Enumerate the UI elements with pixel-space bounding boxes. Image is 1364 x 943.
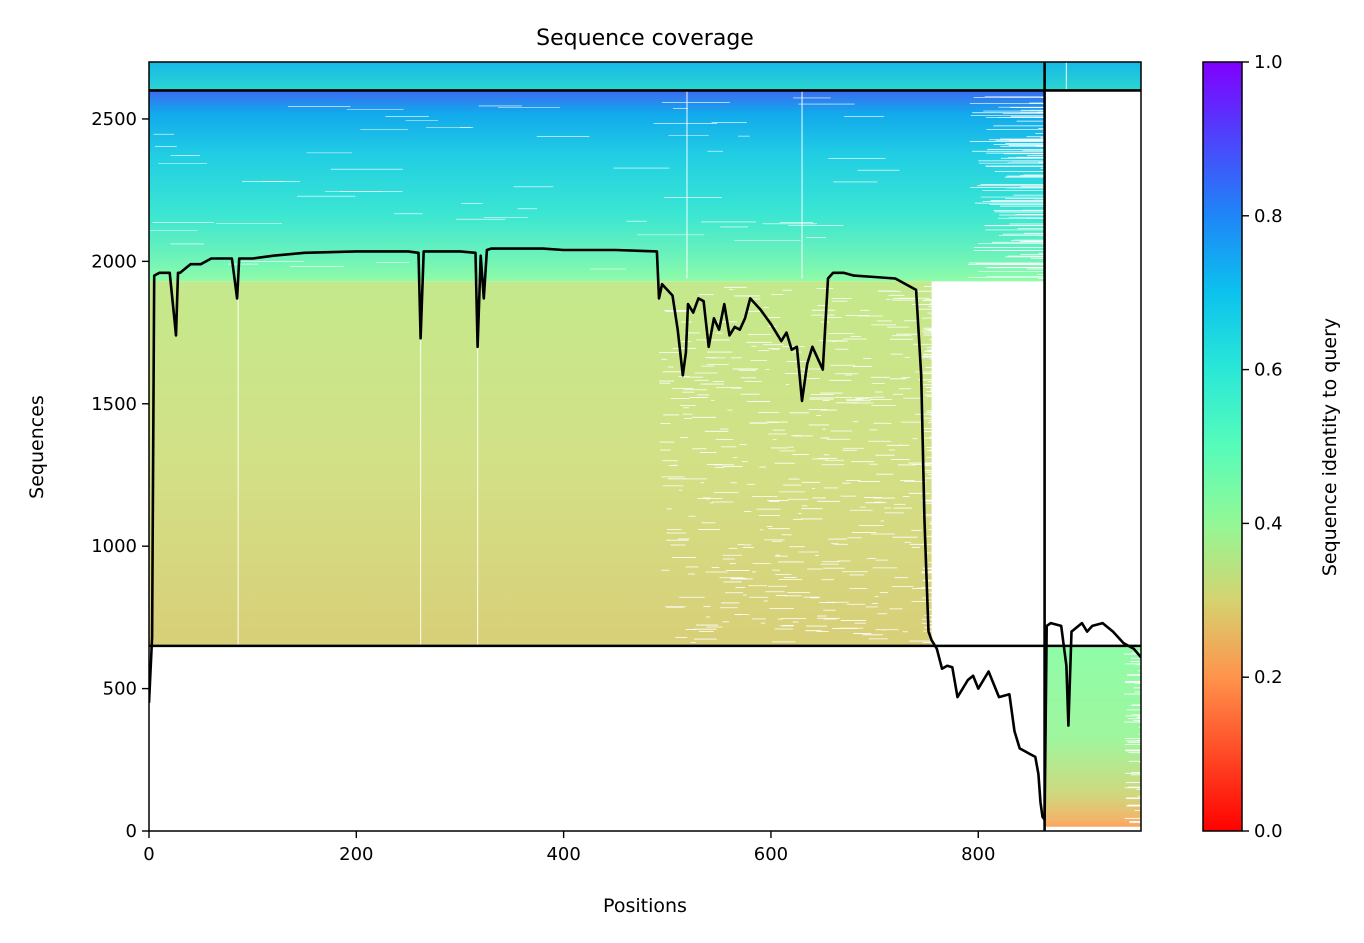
x-tick-label: 400 xyxy=(546,844,580,865)
alignment-gaps xyxy=(149,62,1141,831)
x-axis-ticks: 0 200 400 600 800 xyxy=(143,831,995,865)
colorbar-label: Sequence identity to query xyxy=(1319,318,1341,576)
coverage-block-1 xyxy=(1044,62,1141,91)
y-tick-label: 500 xyxy=(103,679,137,700)
coverage-block-3 xyxy=(149,281,932,646)
y-tick-label: 0 xyxy=(126,821,137,842)
colorbar-tick-label: 0.8 xyxy=(1254,206,1283,227)
coverage-block-0 xyxy=(149,62,1045,91)
x-tick-label: 600 xyxy=(754,844,788,865)
colorbar-tick-label: 1.0 xyxy=(1254,52,1283,73)
x-axis-label: Positions xyxy=(603,895,687,917)
x-tick-label: 200 xyxy=(339,844,373,865)
colorbar xyxy=(1202,61,1243,832)
colorbar-tick-label: 0.6 xyxy=(1254,360,1283,381)
colorbar-tick-label: 0.0 xyxy=(1254,821,1283,842)
y-tick-label: 1000 xyxy=(91,536,137,557)
y-axis-label: Sequences xyxy=(26,395,48,499)
plot-frame xyxy=(148,61,1142,832)
y-tick-label: 1500 xyxy=(91,394,137,415)
x-tick-label: 0 xyxy=(143,844,154,865)
chart-title: Sequence coverage xyxy=(536,26,754,51)
colorbar-ticks: 0.0 0.2 0.4 0.6 0.8 1.0 xyxy=(1242,52,1283,842)
y-tick-label: 2500 xyxy=(91,109,137,130)
gap-mark xyxy=(1044,826,1141,831)
y-axis-ticks: 0 500 1000 1500 2000 2500 xyxy=(91,109,149,842)
y-tick-label: 2000 xyxy=(91,251,137,272)
coverage-heatmap xyxy=(149,62,1141,831)
coverage-block-2 xyxy=(149,90,1045,282)
x-tick-label: 800 xyxy=(961,844,995,865)
colorbar-tick-label: 0.2 xyxy=(1254,667,1283,688)
coverage-line xyxy=(149,247,1141,821)
colorbar-tick-label: 0.4 xyxy=(1254,513,1283,534)
